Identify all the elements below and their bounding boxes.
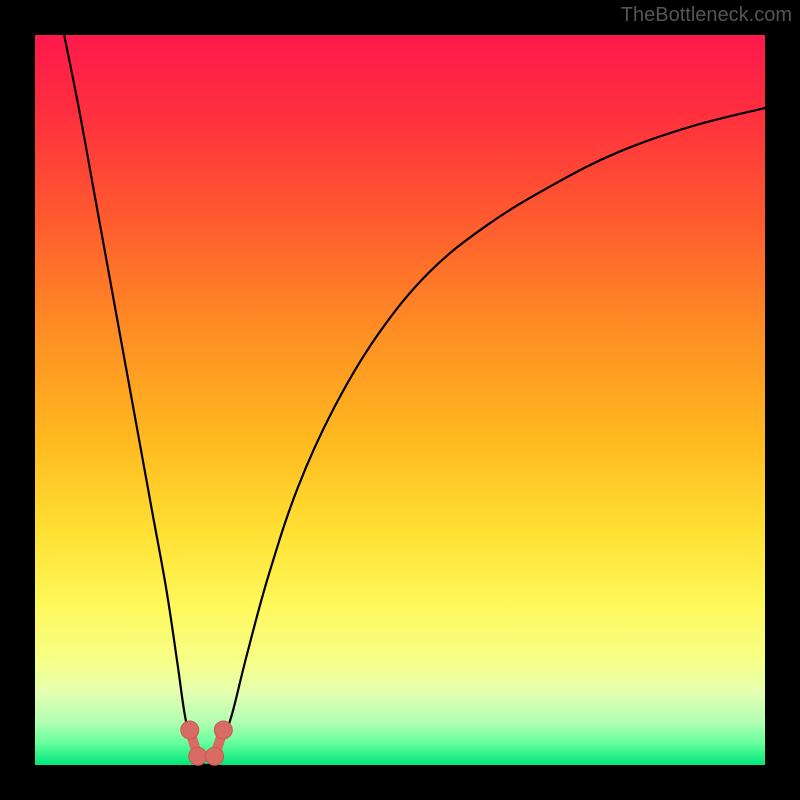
plot-background bbox=[35, 35, 765, 765]
marker-node bbox=[214, 721, 232, 739]
watermark-text: TheBottleneck.com bbox=[621, 4, 792, 27]
chart-container: TheBottleneck.com bbox=[0, 0, 800, 800]
marker-node bbox=[181, 721, 199, 739]
chart-svg bbox=[0, 0, 800, 800]
marker-node bbox=[189, 747, 207, 765]
marker-node bbox=[206, 747, 224, 765]
